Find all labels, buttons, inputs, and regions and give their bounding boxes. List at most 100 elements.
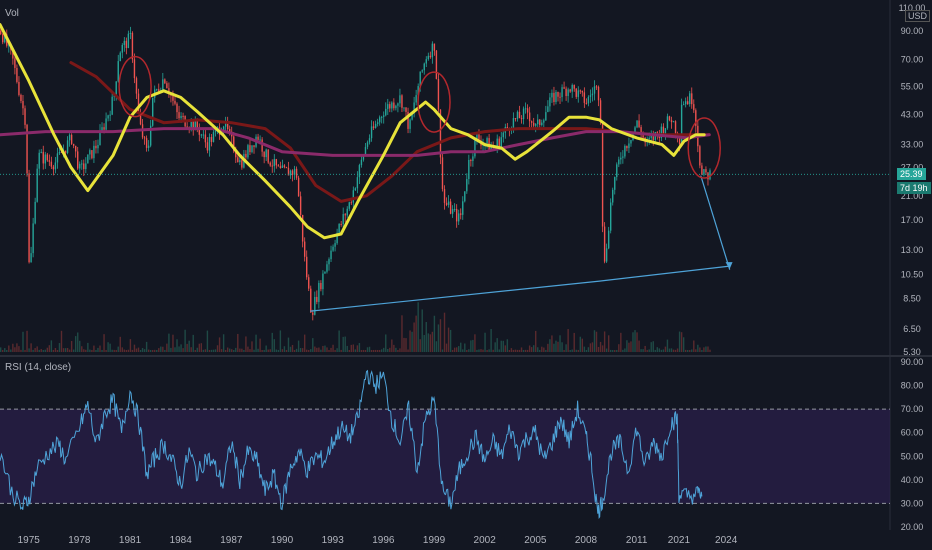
candle-body — [500, 137, 502, 147]
candle-body — [24, 108, 26, 125]
volume-bar — [474, 334, 476, 352]
volume-bar — [462, 349, 464, 352]
candle-body — [662, 126, 665, 135]
candle-body — [143, 137, 146, 139]
candle-body — [380, 116, 383, 118]
candle-body — [707, 172, 709, 180]
volume-bar — [362, 349, 365, 352]
volume-bar — [458, 346, 460, 352]
volume-bar — [701, 349, 703, 352]
volume-bar — [336, 348, 338, 352]
volume-bar — [131, 349, 134, 352]
volume-bar — [36, 346, 38, 352]
candle-body — [553, 92, 555, 103]
price-tick-label: 17.00 — [901, 215, 924, 225]
volume-bar — [192, 334, 194, 352]
volume-bar — [632, 332, 634, 352]
volume-bar — [249, 349, 251, 352]
candle-body — [312, 312, 314, 315]
candle-body — [395, 105, 397, 109]
x-tick-label: 2002 — [474, 535, 497, 546]
x-tick-label: 2021 — [668, 535, 691, 546]
candle-body — [680, 104, 683, 145]
candle-body — [303, 241, 306, 257]
candle-body — [330, 250, 332, 260]
volume-bar — [492, 349, 494, 352]
volume-bar — [330, 347, 332, 352]
candle-body — [368, 138, 371, 143]
rsi-tick-label: 70.00 — [901, 404, 924, 414]
volume-bar — [567, 329, 569, 352]
candle-body — [374, 123, 377, 128]
candle-body — [601, 121, 604, 227]
volume-bar — [34, 348, 36, 352]
volume-bar — [417, 302, 419, 352]
candle-body — [603, 226, 606, 262]
volume-bar — [318, 347, 320, 352]
candle-body — [583, 92, 586, 103]
rsi-tick-label: 30.00 — [901, 498, 924, 508]
candle-body — [129, 32, 132, 34]
candle-body — [38, 152, 40, 169]
volume-bar — [360, 349, 363, 352]
volume-bar — [310, 349, 312, 352]
volume-bar — [656, 347, 659, 352]
candle-body — [636, 120, 638, 128]
volume-bar — [500, 340, 502, 352]
candle-body — [421, 70, 423, 72]
candle-body — [308, 277, 310, 289]
volume-bar — [253, 349, 255, 352]
candle-body — [208, 137, 211, 151]
candle-body — [180, 115, 182, 119]
volume-bar — [48, 345, 51, 352]
volume-bar — [66, 347, 69, 352]
candle-body — [537, 119, 539, 125]
volume-bar — [427, 333, 430, 352]
candle-body — [532, 122, 535, 126]
volume-bar — [626, 340, 628, 352]
volume-bar — [443, 312, 446, 352]
candle-body — [344, 214, 346, 216]
volume-bar — [0, 347, 2, 352]
candle-body — [295, 168, 298, 178]
candle-body — [642, 135, 644, 138]
volume-bar — [54, 347, 57, 352]
annotation-circle — [687, 117, 721, 179]
volume-bar — [569, 349, 571, 352]
candle-body — [387, 104, 389, 109]
volume-bar — [441, 349, 444, 352]
volume-bar — [646, 349, 648, 352]
volume-bar — [530, 347, 533, 352]
volume-bar — [231, 349, 233, 352]
x-tick-label: 2005 — [524, 535, 547, 546]
candle-body — [12, 49, 14, 59]
volume-bar — [218, 337, 221, 352]
candle-body — [293, 168, 296, 175]
candle-body — [705, 169, 707, 173]
annotation-circle — [417, 71, 451, 133]
volume-bar — [654, 349, 656, 352]
volume-bar — [344, 336, 346, 352]
volume-bar — [676, 348, 679, 352]
volume-bar — [603, 331, 606, 352]
volume-bar — [589, 343, 592, 352]
volume-bar — [678, 331, 681, 352]
candle-body — [58, 152, 61, 154]
volume-bar — [453, 347, 456, 352]
volume-bar — [565, 344, 567, 352]
volume-label: Vol — [5, 8, 19, 19]
candle-body — [30, 253, 32, 263]
candle-body — [70, 134, 73, 144]
volume-bar — [528, 345, 531, 352]
volume-bar — [520, 347, 523, 352]
volume-bar — [579, 336, 581, 352]
candle-body — [306, 256, 308, 278]
volume-bar — [672, 349, 675, 352]
volume-bar — [433, 315, 436, 352]
volume-bar — [50, 340, 53, 352]
volume-bar — [115, 349, 117, 352]
candle-body — [360, 159, 363, 166]
volume-bar — [206, 330, 209, 352]
volume-bar — [320, 349, 322, 352]
